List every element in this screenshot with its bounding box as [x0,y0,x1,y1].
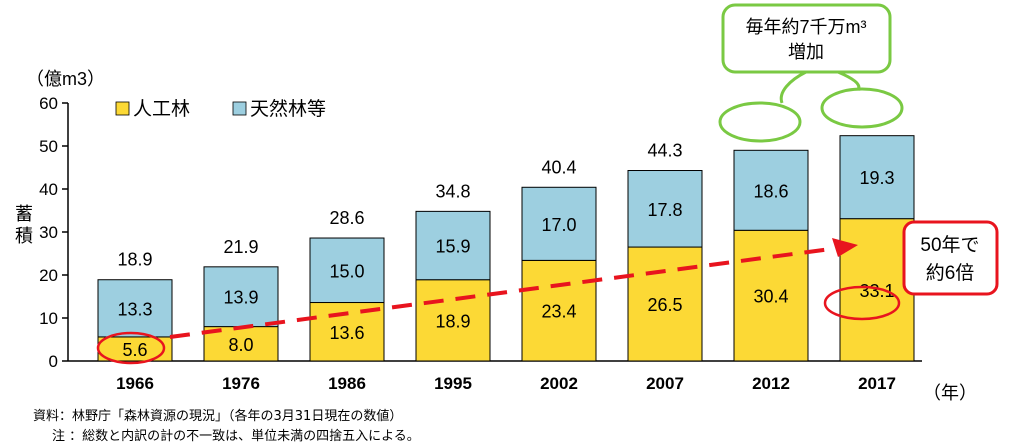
x-tick-label: 1976 [222,374,260,393]
bar-segment-artificial [839,218,915,362]
bars [97,135,915,362]
y-tick-label: 30 [39,223,58,242]
y-tick-label: 40 [39,180,58,199]
data-label-natural: 17.0 [541,215,576,235]
x-tick-label: 2002 [540,374,578,393]
x-tick-label: 2012 [752,374,790,393]
highlight-2017-artificial [823,285,901,321]
data-label-artificial: 8.0 [228,335,253,355]
data-label-total: 44.3 [647,141,682,161]
data-label-artificial: 26.5 [647,295,682,315]
data-label-natural: 19.3 [859,168,894,188]
x-tick-label: 2007 [646,374,684,393]
data-label-artificial: 30.4 [753,287,788,307]
data-label-total: 21.9 [223,237,258,257]
data-label-natural: 15.0 [329,261,364,281]
trend-arrowhead [832,238,858,257]
callout-connector [779,70,861,104]
bar-segment-natural [415,210,491,281]
bar-segment-natural [733,149,809,231]
data-label-artificial: 23.4 [541,302,576,322]
y-tick-label: 50 [39,137,58,156]
trend-text-line1: 50年で [920,234,979,256]
highlight-2012-total [718,101,802,143]
bar-segment-natural [309,237,385,304]
x-tick-label: 2017 [858,374,896,393]
bar-segment-natural [521,186,597,261]
trend-box [902,220,999,296]
footnote: 注 ：総数と内訳の計の不一致は、単位未満の四捨五入による。 [52,429,420,444]
bar-segment-artificial [733,229,809,362]
legend-label-natural: 天然林等 [250,98,326,120]
data-label-total: 34.8 [435,181,470,201]
data-label-natural: 13.3 [117,299,152,319]
data-label-total: 40.4 [541,157,576,177]
callout-text-line1: 毎年約7千万m³ [746,17,867,37]
data-label-total: 28.6 [329,208,364,228]
callout-box [721,3,892,74]
trend-arrow [169,238,858,339]
y-tick-label: 60 [39,94,58,113]
bar-segment-artificial [521,259,597,362]
y-tick-label: 0 [49,352,58,371]
legend-swatch-artificial [115,101,130,116]
y-tick-label: 20 [39,266,58,285]
y-unit-label: （億m3） [26,69,105,89]
x-tick-label: 1966 [116,374,154,393]
data-label-natural: 18.6 [753,181,788,201]
data-label-artificial: 18.9 [435,311,470,331]
y-tick-label: 10 [39,309,58,328]
y-axis-title-char: 積 [15,226,33,246]
y-axis-title: 蓄積 [15,204,33,246]
legend-swatch-natural [232,101,247,116]
x-tick-label: 1986 [328,374,366,393]
increase-callout: 毎年約7千万m³ 増加 [721,3,892,104]
data-label-natural: 15.9 [435,237,470,257]
data-label-natural: 17.8 [647,200,682,220]
bar-segment-natural [97,279,173,338]
trend-dashed-line [169,246,839,339]
y-axis-title-char: 蓄 [15,204,33,224]
trend-callout: 50年で 約6倍 [902,220,999,296]
trend-text-line2: 約6倍 [926,262,975,284]
x-unit-label: （年） [923,383,977,403]
bar-segment-natural [839,135,915,220]
bar-segment-natural [627,170,703,248]
data-label-natural: 13.9 [223,288,258,308]
data-label-artificial: 33.1 [859,281,894,301]
x-tick-label: 1995 [434,374,472,393]
highlight-2017-total [820,87,904,129]
data-label-total: 18.9 [117,250,152,270]
callout-text-line2: 増加 [788,42,824,62]
source-note: 資料：林野庁「森林資源の現況」（各年の3月31日現在の数値） [33,409,403,424]
data-label-artificial: 5.6 [122,340,147,360]
legend-label-artificial: 人工林 [133,98,190,120]
highlight-1966-artificial [96,331,166,365]
legend: 人工林 天然林等 [115,98,326,120]
data-label-artificial: 13.6 [329,323,364,343]
y-ticks: 0 10 20 30 40 50 60 [39,94,68,371]
